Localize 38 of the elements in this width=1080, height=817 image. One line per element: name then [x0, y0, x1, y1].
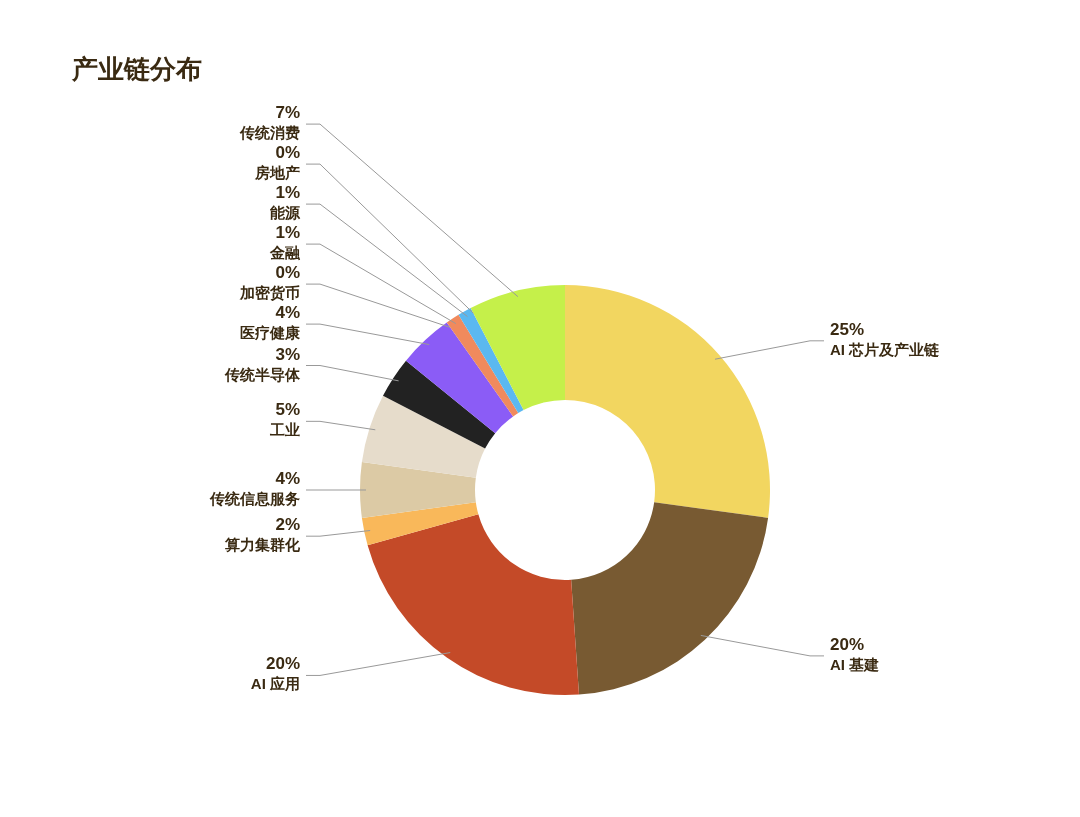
slice-label: 金融: [269, 244, 301, 262]
data-label: 20%: [265, 654, 300, 674]
slice-label: AI 应用: [250, 675, 300, 693]
donut-slice: [361, 395, 486, 478]
donut-slice: [360, 462, 476, 518]
donut-slice: [470, 285, 565, 411]
category-label: 房地产: [255, 164, 300, 182]
chart-title: 产业链分布: [71, 54, 202, 84]
data-label: 7%: [275, 103, 300, 123]
donut-slice: [446, 314, 519, 417]
data-label: 20%: [830, 634, 865, 654]
donut-slice: [382, 360, 496, 449]
data-label: 25%: [830, 319, 865, 339]
donut-slice: [565, 285, 770, 518]
slice-label: AI 芯片及产业链: [830, 340, 941, 358]
text: 0%: [275, 143, 300, 163]
data-label: 5%: [275, 400, 300, 420]
data-label: 4%: [275, 303, 300, 323]
data-label: 1%: [275, 183, 300, 203]
category-label: 加密货币: [240, 284, 300, 302]
data-label: 2%: [275, 515, 300, 535]
slice-label: 医疗健康: [240, 324, 301, 342]
slice-label: 算力集群化: [224, 536, 301, 554]
data-label: 3%: [275, 344, 300, 364]
donut-slice: [367, 514, 579, 695]
data-label: 4%: [275, 469, 300, 488]
text: 0%: [275, 263, 300, 283]
data-label: 1%: [275, 223, 300, 243]
slice-label: 能源: [270, 204, 301, 222]
donut-slice: [458, 307, 524, 414]
donut-slice: [361, 502, 479, 546]
slice-label: 工业: [269, 421, 300, 439]
slice-label: 传统半导体: [224, 365, 301, 383]
slice-label: 传统消费: [239, 124, 300, 142]
donut-slice: [571, 502, 769, 695]
donut-slice: [405, 322, 514, 434]
slice-label: AI 基建: [830, 655, 880, 673]
slice-label: 传统信息服务: [209, 490, 300, 507]
